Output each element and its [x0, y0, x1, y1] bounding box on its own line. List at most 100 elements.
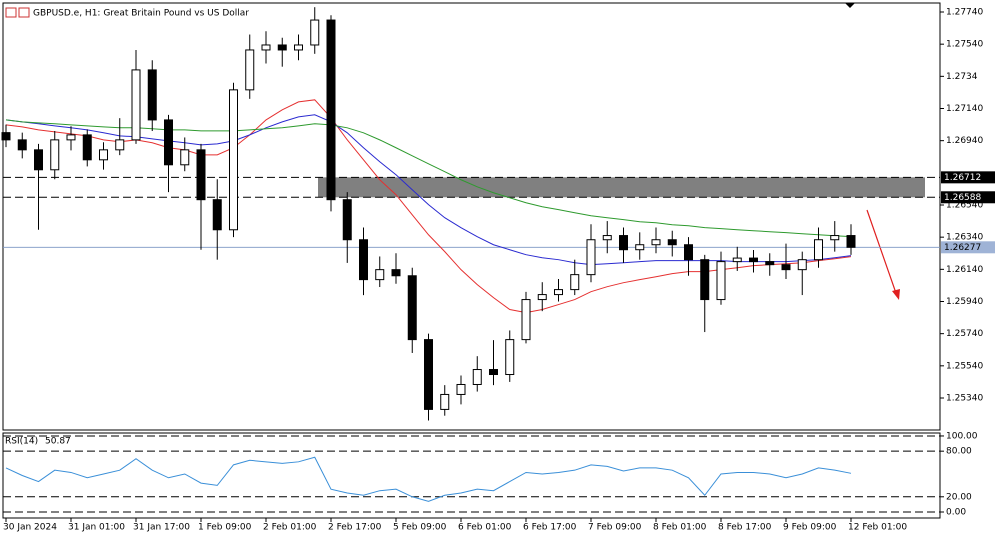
- y-tick-label: 1.25940: [946, 297, 983, 307]
- y-tick-label: 1.27140: [946, 104, 983, 114]
- y-tick-label: 1.25540: [946, 361, 983, 371]
- y-tick-label: 1.27540: [946, 40, 983, 50]
- shift-marker: [845, 3, 855, 8]
- x-tick-label: 8 Feb 17:00: [718, 523, 772, 533]
- candle-body: [846, 235, 856, 248]
- toolbar-icon: [5, 7, 30, 18]
- candle-body: [131, 69, 141, 141]
- candle-body: [66, 134, 76, 141]
- x-tick-label: 31 Jan 17:00: [133, 523, 190, 533]
- price-panel-frame: [2, 2, 941, 431]
- chart-title: GBPUSD.e, H1: Great Britain Pound vs US …: [33, 9, 249, 19]
- forecast-arrow: [866, 209, 900, 300]
- candle-body: [554, 289, 563, 296]
- rsi-name: RSI(14): [5, 437, 38, 447]
- candle-body: [424, 339, 433, 410]
- candle-body: [82, 134, 92, 161]
- candle-body: [456, 383, 466, 395]
- candle-body: [602, 235, 612, 241]
- candle-body: [294, 44, 303, 51]
- y-tick-label: 20.00: [946, 492, 972, 502]
- y-tick-label: 1.27740: [946, 8, 983, 18]
- candle-body: [180, 149, 190, 166]
- candle-body: [684, 244, 693, 261]
- level-label-bg: [941, 171, 995, 184]
- candle-body: [277, 44, 287, 51]
- rsi-line: [5, 456, 852, 502]
- y-tick-label: 100.00: [946, 431, 978, 441]
- x-tick-label: 30 Jan 2024: [3, 523, 57, 533]
- moving-average: [5, 99, 852, 314]
- candle-body: [489, 369, 498, 376]
- candle-body: [375, 269, 385, 281]
- candle-body: [17, 139, 27, 151]
- candle-body: [245, 49, 255, 91]
- y-tick-label: 1.26140: [946, 265, 983, 275]
- y-tick-label: 80.00: [946, 447, 972, 457]
- candle-body: [765, 261, 775, 266]
- moving-average: [5, 114, 852, 266]
- bid-label-bg: [941, 241, 995, 254]
- candle-body: [1, 132, 11, 141]
- candle-body: [716, 261, 726, 301]
- x-tick-label: 2 Feb 17:00: [328, 523, 382, 533]
- candle-body: [521, 299, 531, 341]
- x-tick-label: 1 Feb 09:00: [198, 523, 252, 533]
- rsi-value: 50.87: [45, 437, 71, 447]
- candle-body: [99, 149, 108, 161]
- candle-body: [505, 339, 515, 376]
- candle-body: [732, 257, 742, 263]
- y-tick-label: 1.26940: [946, 136, 983, 146]
- candle-body: [342, 199, 352, 241]
- moving-average: [5, 119, 852, 238]
- candle-body: [115, 139, 125, 151]
- candle-body: [635, 244, 645, 251]
- candle-body: [261, 44, 271, 51]
- candle-body: [797, 259, 807, 271]
- level-label: 1.26712: [944, 173, 981, 183]
- x-tick-label: 5 Feb 09:00: [393, 523, 447, 533]
- candle-body: [667, 239, 677, 246]
- y-tick-label: 1.2734: [946, 72, 978, 82]
- candle-body: [164, 119, 173, 166]
- candle-body: [619, 235, 628, 251]
- bid-label: 1.26277: [944, 243, 981, 253]
- candle-body: [651, 239, 661, 246]
- y-tick-label: 1.25340: [946, 393, 983, 403]
- candle-body: [781, 264, 791, 271]
- candle-body: [586, 239, 596, 276]
- x-tick-label: 7 Feb 09:00: [588, 523, 642, 533]
- candle-body: [326, 19, 336, 201]
- candle-body: [537, 294, 547, 301]
- candle-body: [229, 89, 238, 231]
- candle-body: [359, 239, 368, 281]
- y-tick-label: 1.25740: [946, 329, 983, 339]
- x-tick-label: 6 Feb 17:00: [523, 523, 577, 533]
- x-tick-label: 12 Feb 01:00: [848, 523, 907, 533]
- candle-body: [391, 269, 401, 277]
- candle-body: [50, 139, 60, 171]
- candle-body: [440, 393, 450, 410]
- x-tick-label: 6 Feb 01:00: [458, 523, 512, 533]
- candle-body: [196, 149, 206, 201]
- x-tick-label: 31 Jan 01:00: [68, 523, 125, 533]
- x-tick-label: 9 Feb 09:00: [783, 523, 837, 533]
- level-label: 1.26588: [944, 193, 981, 203]
- candle-body: [212, 199, 222, 231]
- candle-body: [749, 257, 758, 263]
- candle-body: [830, 235, 840, 241]
- candle-body: [407, 275, 417, 341]
- candle-body: [700, 259, 710, 301]
- candle-body: [34, 149, 43, 171]
- x-tick-label: 2 Feb 01:00: [263, 523, 317, 533]
- candle-body: [472, 369, 482, 385]
- zone: [318, 177, 925, 198]
- level-label-bg: [941, 191, 995, 204]
- candle-body: [814, 239, 823, 261]
- candle-body: [570, 274, 580, 291]
- y-tick-label: 0.00: [946, 507, 966, 517]
- candle-body: [147, 69, 157, 121]
- y-tick-label: 1.26540: [946, 201, 983, 211]
- candle-body: [310, 19, 320, 46]
